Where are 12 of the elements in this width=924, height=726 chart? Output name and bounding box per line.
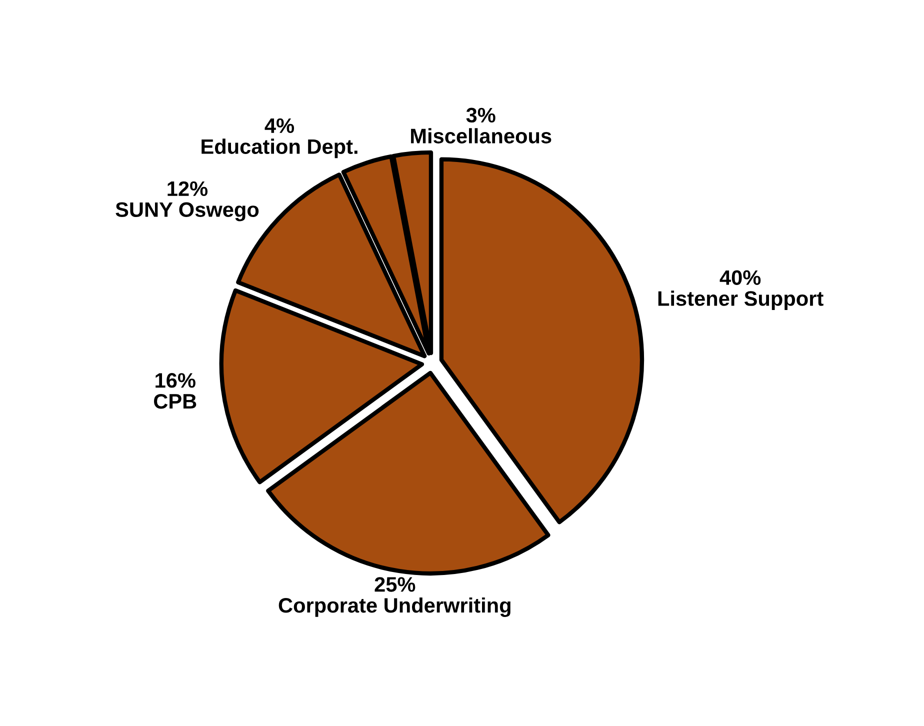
data-label: 25% bbox=[374, 577, 416, 592]
data-label: 40% bbox=[720, 270, 761, 285]
data-label: 12% bbox=[168, 181, 208, 196]
slice-label: CPB bbox=[154, 394, 196, 409]
slice-label: SUNY Oswego bbox=[116, 202, 259, 222]
slice-label: Corporate Underwriting bbox=[278, 597, 510, 617]
data-label: 3% bbox=[466, 108, 496, 123]
slice-label: Education Dept. bbox=[202, 138, 358, 158]
data-label: 16% bbox=[156, 373, 196, 388]
slice-label: Miscellaneous bbox=[411, 128, 552, 144]
slice-label: Listener Support bbox=[658, 290, 824, 310]
data-label: 4% bbox=[264, 118, 294, 134]
